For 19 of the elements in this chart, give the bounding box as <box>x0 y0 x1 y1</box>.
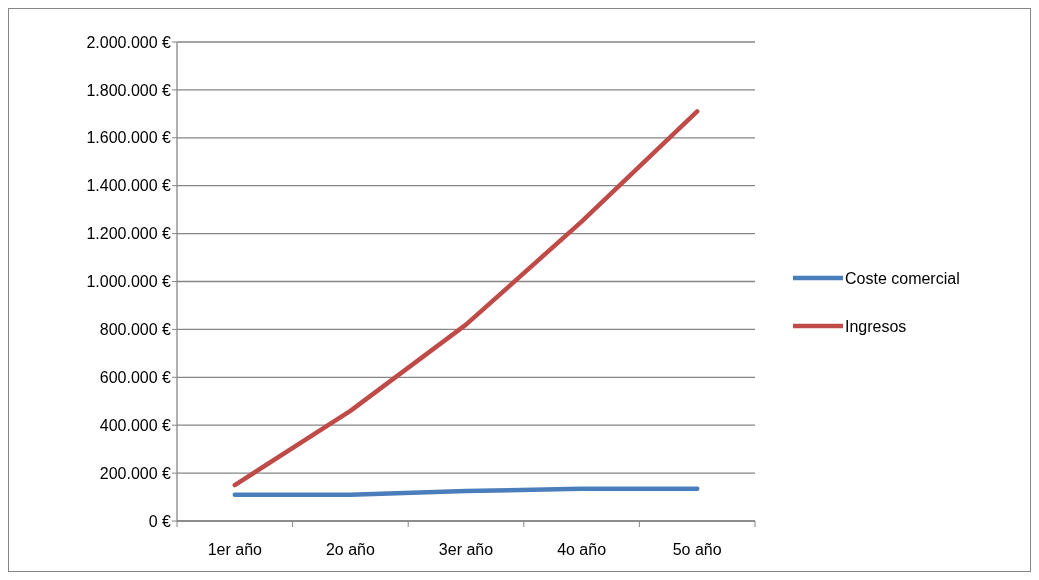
x-tick-label: 4o año <box>557 541 607 558</box>
legend-label: Coste comercial <box>845 269 960 287</box>
y-tick-label: 1.400.000 € <box>86 177 172 195</box>
line-series <box>232 109 700 488</box>
y-tick-label: 800.000 € <box>99 321 172 338</box>
y-tick-label: 1.600.000 € <box>86 129 172 147</box>
y-tick-label: 1.800.000 € <box>86 81 172 99</box>
x-tick-label: 5o año <box>672 541 722 558</box>
y-tick-label: 200.000 € <box>99 464 172 482</box>
y-tick-label: 400.000 € <box>99 416 172 434</box>
x-tick-label: 3er año <box>438 541 494 558</box>
y-tick-label: 1.000.000 € <box>86 273 172 291</box>
y-tick-label: 0 € <box>148 512 172 530</box>
x-tick-label: 1er año <box>207 541 263 558</box>
y-tick-label: 1.200.000 € <box>86 225 172 243</box>
legend-label: Ingresos <box>845 317 907 335</box>
y-tick-label: 600.000 € <box>99 368 172 386</box>
y-tick-label: 2.000.000 € <box>86 33 172 51</box>
x-tick-label: 2o año <box>325 541 375 558</box>
